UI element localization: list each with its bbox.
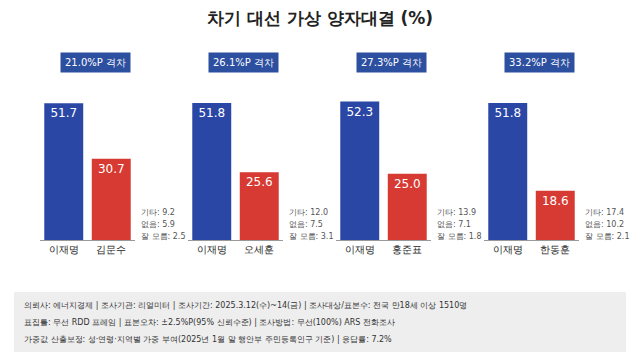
- svg-text:52.3: 52.3: [346, 105, 373, 119]
- svg-text:27.3%P 격차: 27.3%P 격차: [361, 57, 422, 68]
- svg-text:25.6: 25.6: [246, 175, 273, 189]
- svg-text:기타: 17.4: 기타: 17.4: [585, 208, 624, 217]
- svg-text:51.7: 51.7: [50, 106, 77, 120]
- svg-text:기타: 9.2: 기타: 9.2: [141, 208, 175, 217]
- svg-text:한동훈: 한동훈: [540, 244, 570, 255]
- svg-text:26.1%P 격차: 26.1%P 격차: [213, 57, 274, 68]
- svg-text:51.8: 51.8: [494, 106, 521, 120]
- svg-text:없음: 7.5: 없음: 7.5: [289, 220, 323, 229]
- svg-text:잘 모름: 2.5: 잘 모름: 2.5: [141, 232, 186, 241]
- svg-text:이재명: 이재명: [345, 244, 375, 255]
- svg-text:기타: 13.9: 기타: 13.9: [437, 208, 476, 217]
- svg-text:21.0%P 격차: 21.0%P 격차: [65, 57, 126, 68]
- svg-text:의뢰사: 에너지경제 | 조사기관: 리얼미터 | 조사기간: 의뢰사: 에너지경제 | 조사기관: 리얼미터 | 조사기간: 2025.3.1…: [24, 301, 467, 310]
- svg-text:김문수: 김문수: [96, 244, 126, 255]
- svg-text:오세훈: 오세훈: [244, 244, 274, 255]
- svg-text:잘 모름: 1.8: 잘 모름: 1.8: [437, 232, 482, 241]
- svg-text:30.7: 30.7: [98, 162, 125, 176]
- svg-text:잘 모름: 2.1: 잘 모름: 2.1: [585, 232, 630, 241]
- svg-text:18.6: 18.6: [542, 194, 569, 208]
- svg-text:없음: 10.2: 없음: 10.2: [585, 220, 624, 229]
- svg-text:이재명: 이재명: [493, 244, 523, 255]
- svg-text:표집틀: 무선 RDD 프레임 | 표본오차: ±2.5%P: 표집틀: 무선 RDD 프레임 | 표본오차: ±2.5%P(95% 신뢰수준)…: [24, 318, 395, 327]
- svg-text:기타: 12.0: 기타: 12.0: [289, 208, 328, 217]
- svg-text:차기 대선 가상 양자대결 (%): 차기 대선 가상 양자대결 (%): [207, 8, 433, 28]
- svg-text:51.8: 51.8: [198, 106, 225, 120]
- svg-text:없음: 5.9: 없음: 5.9: [141, 220, 175, 229]
- svg-text:25.0: 25.0: [394, 177, 421, 191]
- svg-text:이재명: 이재명: [197, 244, 227, 255]
- svg-text:가중값 산출보정: 성·연령·지역별 가중 부여(2025년: 가중값 산출보정: 성·연령·지역별 가중 부여(2025년 1월 말 행안부 …: [24, 335, 392, 344]
- svg-text:33.2%P 격차: 33.2%P 격차: [509, 57, 570, 68]
- svg-text:없음: 7.1: 없음: 7.1: [437, 220, 471, 229]
- svg-text:홍준표: 홍준표: [392, 244, 422, 255]
- svg-text:이재명: 이재명: [49, 244, 79, 255]
- svg-text:잘 모름: 3.1: 잘 모름: 3.1: [289, 232, 334, 241]
